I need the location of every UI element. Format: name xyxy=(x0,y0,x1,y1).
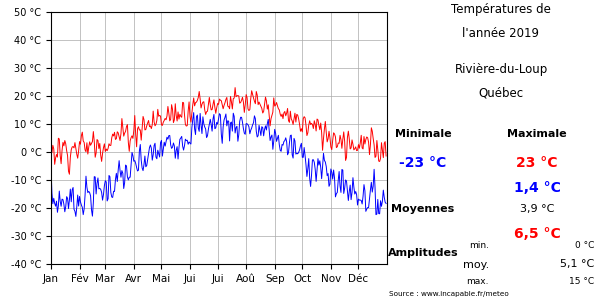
Text: -23 °C: -23 °C xyxy=(400,156,446,170)
Text: Rivière-du-Loup: Rivière-du-Loup xyxy=(454,63,548,76)
Text: Températures de: Températures de xyxy=(451,3,551,16)
Text: 3,9 °C: 3,9 °C xyxy=(520,204,554,214)
Text: 0 °C: 0 °C xyxy=(575,242,594,250)
Text: Maximale: Maximale xyxy=(507,129,567,139)
Text: 5,1 °C: 5,1 °C xyxy=(560,260,594,269)
Text: Québec: Québec xyxy=(478,87,524,100)
Text: Source : www.incapable.fr/meteo: Source : www.incapable.fr/meteo xyxy=(389,291,509,297)
Text: Minimale: Minimale xyxy=(395,129,451,139)
Text: l'année 2019: l'année 2019 xyxy=(463,27,539,40)
Text: min.: min. xyxy=(469,242,489,250)
Text: 15 °C: 15 °C xyxy=(569,278,594,286)
Text: Amplitudes: Amplitudes xyxy=(388,248,458,257)
Text: max.: max. xyxy=(467,278,489,286)
Text: moy.: moy. xyxy=(463,260,489,269)
Text: 6,5 °C: 6,5 °C xyxy=(514,226,560,241)
Text: Moyennes: Moyennes xyxy=(391,204,455,214)
Text: 1,4 °C: 1,4 °C xyxy=(514,182,560,196)
Text: 23 °C: 23 °C xyxy=(516,156,558,170)
